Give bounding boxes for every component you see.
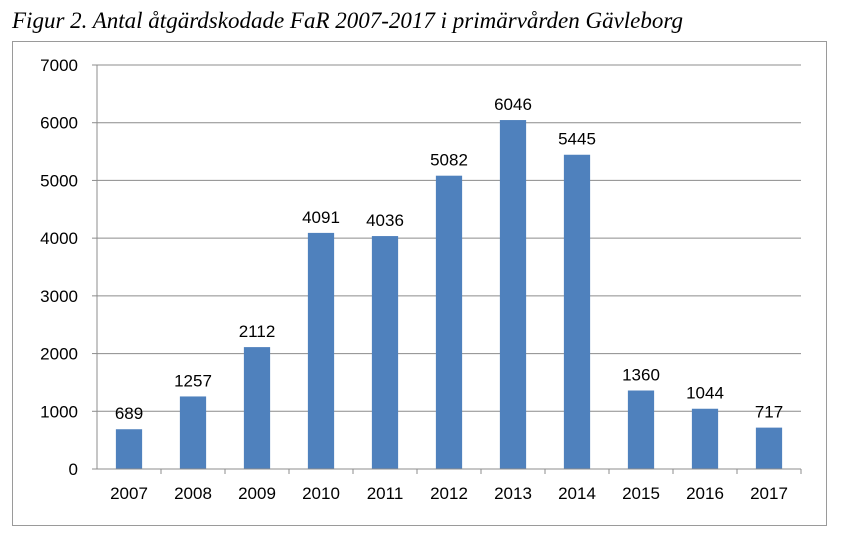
chart-frame: 0 1000 2000 3000 4000 5000 6000 7000 689 2007 1257… xyxy=(12,41,827,526)
data-label-2011: 4036 xyxy=(366,211,404,230)
y-tick-label-6000: 6000 xyxy=(40,114,78,133)
data-label-2015: 1360 xyxy=(622,366,660,385)
y-tick-label-7000: 7000 xyxy=(40,56,78,75)
bars xyxy=(115,120,783,470)
bar-chart: 0 1000 2000 3000 4000 5000 6000 7000 689 2007 1257… xyxy=(40,56,802,503)
bar-2010 xyxy=(307,232,335,469)
x-tick-label-2007: 2007 xyxy=(110,484,148,503)
x-tick-label-2008: 2008 xyxy=(174,484,212,503)
bar-2013 xyxy=(499,120,527,470)
x-tick-label-2014: 2014 xyxy=(558,484,596,503)
data-label-2014: 5445 xyxy=(558,130,596,149)
y-tick-label-0: 0 xyxy=(69,460,78,479)
data-label-2017: 717 xyxy=(755,403,783,422)
bar-2015 xyxy=(627,390,655,469)
axes xyxy=(92,64,802,474)
x-tick-label-2013: 2013 xyxy=(494,484,532,503)
y-tick-label-2000: 2000 xyxy=(40,345,78,364)
y-tick-label-1000: 1000 xyxy=(40,402,78,421)
data-label-2016: 1044 xyxy=(686,384,724,403)
x-tick-label-2015: 2015 xyxy=(622,484,660,503)
figure-caption: Figur 2. Antal åtgärdskodade FaR 2007-20… xyxy=(12,8,683,33)
y-tick-label-3000: 3000 xyxy=(40,287,78,306)
data-label-2012: 5082 xyxy=(430,151,468,170)
data-label-2007: 689 xyxy=(115,404,143,423)
bar-2009 xyxy=(243,347,271,469)
bar-2008 xyxy=(179,396,207,469)
x-tick-label-2012: 2012 xyxy=(430,484,468,503)
data-label-2013: 6046 xyxy=(494,95,532,114)
x-tick-label-2016: 2016 xyxy=(686,484,724,503)
bar-2012 xyxy=(435,175,463,470)
x-tick-label-2010: 2010 xyxy=(302,484,340,503)
x-tick-label-2009: 2009 xyxy=(238,484,276,503)
bar-2017 xyxy=(755,427,783,469)
bar-2011 xyxy=(371,236,399,469)
labels: 0 1000 2000 3000 4000 5000 6000 7000 689 2007 1257… xyxy=(40,56,788,503)
data-label-2008: 1257 xyxy=(174,371,212,390)
y-tick-label-5000: 5000 xyxy=(40,171,78,190)
data-label-2010: 4091 xyxy=(302,208,340,227)
bar-2007 xyxy=(115,429,143,469)
data-label-2009: 2112 xyxy=(239,322,276,341)
x-tick-label-2017: 2017 xyxy=(750,484,788,503)
y-tick-label-4000: 4000 xyxy=(40,229,78,248)
bar-2014 xyxy=(563,154,591,469)
bar-2016 xyxy=(691,408,719,469)
x-tick-label-2011: 2011 xyxy=(367,484,404,503)
